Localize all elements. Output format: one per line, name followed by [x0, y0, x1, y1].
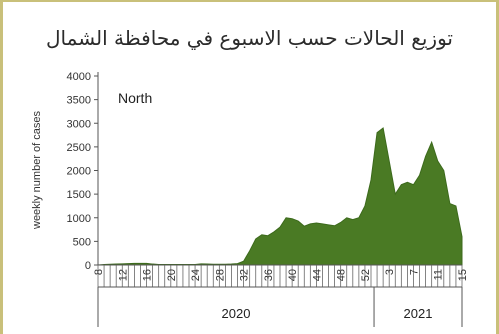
y-tick-label: 1000	[67, 213, 91, 225]
y-axis: 0 500 1000 1500 2000 2500 3000 3500 4000	[67, 71, 99, 272]
y-tick-label: 0	[85, 260, 91, 272]
x-tick-label: 28	[214, 269, 226, 281]
y-axis-label: weekly number of cases	[31, 111, 43, 230]
y-tick-label: 3500	[67, 95, 91, 107]
y-tick-label: 500	[73, 236, 91, 248]
y-tick-label: 2000	[67, 166, 91, 178]
y-tick-label: 2500	[67, 142, 91, 154]
x-tick-label: 52	[360, 269, 372, 281]
top-border	[0, 0, 499, 2]
x-tick-label: 20	[166, 269, 178, 281]
x-tick-label: 32	[239, 269, 251, 281]
x-tick-label: 15	[457, 269, 469, 281]
y-tick-label: 1500	[67, 189, 91, 201]
x-tick-label: 7	[408, 269, 420, 275]
x-tick-label: 24	[190, 269, 202, 281]
x-axis: 8 12 16 20 24 28 32 36 40 44 48 52 3 7 11 15 2020 2021	[93, 264, 469, 327]
cases-area	[97, 127, 463, 266]
y-tick-label: 3000	[67, 118, 91, 130]
year-label-2020: 2020	[222, 306, 251, 321]
x-tick-label: 16	[142, 269, 154, 281]
x-tick-label: 3	[384, 269, 396, 275]
year-label-2021: 2021	[404, 306, 433, 321]
y-tick-label: 4000	[67, 71, 91, 83]
x-tick-label: 40	[287, 269, 299, 281]
x-tick-label: 48	[336, 269, 348, 281]
region-annotation: North	[118, 90, 152, 106]
x-tick-label: 36	[263, 269, 275, 281]
chart-title: توزيع الحالات حسب الاسبوع في محافظة الشم…	[46, 26, 453, 50]
cases-area-series	[97, 127, 463, 266]
x-tick-label: 11	[433, 269, 445, 280]
x-tick-label: 12	[117, 269, 129, 281]
x-tick-label: 44	[311, 269, 323, 281]
x-tick-label: 8	[93, 269, 105, 275]
